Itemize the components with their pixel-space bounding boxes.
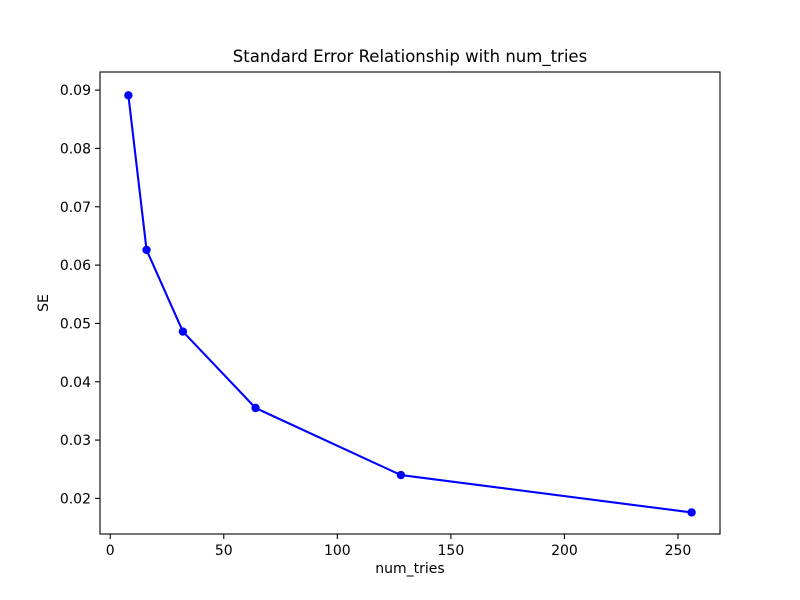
data-point (396, 470, 406, 480)
y-tick-label: 0.04 (60, 375, 91, 391)
data-point (251, 403, 260, 413)
data-point (142, 245, 151, 255)
y-axis-label: SE (36, 294, 52, 312)
y-tick-label: 0.09 (60, 83, 91, 99)
x-tick-label: 150 (438, 543, 465, 559)
data-point (178, 327, 188, 336)
x-tick-label: 0 (106, 543, 115, 559)
y-tick-label: 0.06 (60, 258, 91, 274)
x-tick-label: 100 (324, 543, 351, 559)
y-tick-label: 0.07 (60, 200, 91, 216)
x-tick-label: 50 (215, 543, 233, 559)
y-tick-label: 0.03 (60, 433, 91, 449)
se-line (127, 94, 693, 514)
chart-title: Standard Error Relationship with num_tri… (232, 47, 588, 66)
x-tick-label: 200 (551, 543, 578, 559)
data-point (687, 508, 696, 517)
data-point (124, 91, 133, 100)
y-tick-label: 0.05 (60, 316, 91, 332)
x-axis-label: num_tries (375, 561, 445, 577)
y-tick-label: 0.02 (60, 491, 91, 507)
x-tick-label: 250 (665, 543, 692, 559)
plot-frame (99, 71, 721, 535)
y-tick-label: 0.08 (60, 141, 91, 157)
